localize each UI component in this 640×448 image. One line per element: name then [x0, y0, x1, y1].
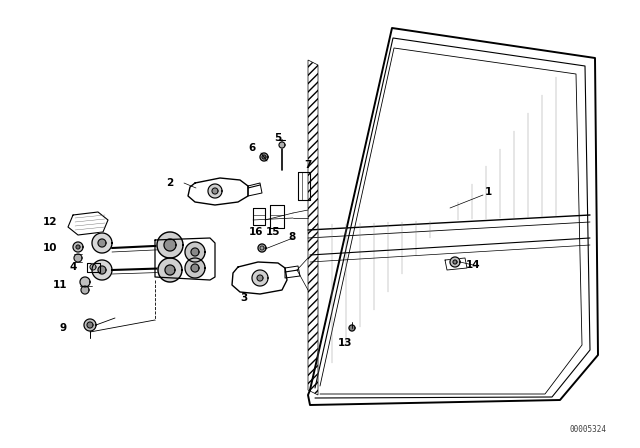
Polygon shape: [262, 155, 266, 159]
Polygon shape: [92, 233, 112, 253]
Text: 8: 8: [289, 232, 296, 242]
Polygon shape: [81, 286, 89, 294]
Text: 9: 9: [60, 323, 67, 333]
Polygon shape: [87, 322, 93, 328]
Polygon shape: [257, 275, 263, 281]
Polygon shape: [157, 232, 183, 258]
Text: 1: 1: [484, 187, 492, 197]
Polygon shape: [252, 270, 268, 286]
Text: 12: 12: [43, 217, 57, 227]
Polygon shape: [92, 260, 112, 280]
Text: 16: 16: [249, 227, 263, 237]
Polygon shape: [212, 188, 218, 194]
Text: 6: 6: [248, 143, 255, 153]
Polygon shape: [158, 258, 182, 282]
Text: 7: 7: [304, 160, 312, 170]
Polygon shape: [73, 242, 83, 252]
Text: 14: 14: [466, 260, 480, 270]
Polygon shape: [185, 258, 205, 278]
Text: 15: 15: [266, 227, 280, 237]
Polygon shape: [80, 277, 90, 287]
Polygon shape: [208, 184, 222, 198]
Polygon shape: [453, 260, 457, 264]
Polygon shape: [191, 264, 199, 272]
Polygon shape: [90, 264, 96, 270]
Polygon shape: [98, 239, 106, 247]
Polygon shape: [258, 244, 266, 252]
Text: 11: 11: [52, 280, 67, 290]
Text: 4: 4: [69, 262, 77, 272]
Polygon shape: [260, 153, 268, 161]
Text: 5: 5: [275, 133, 282, 143]
Polygon shape: [98, 266, 106, 274]
Polygon shape: [84, 319, 96, 331]
Polygon shape: [164, 239, 176, 251]
Text: 13: 13: [338, 338, 352, 348]
Polygon shape: [191, 248, 199, 256]
Polygon shape: [74, 254, 82, 262]
Polygon shape: [165, 265, 175, 275]
Polygon shape: [279, 142, 285, 148]
Text: 00005324: 00005324: [570, 426, 607, 435]
Polygon shape: [76, 245, 80, 249]
Text: 2: 2: [166, 178, 173, 188]
Text: 3: 3: [241, 293, 248, 303]
Polygon shape: [185, 242, 205, 262]
Text: 10: 10: [43, 243, 57, 253]
Polygon shape: [349, 325, 355, 331]
Polygon shape: [450, 257, 460, 267]
